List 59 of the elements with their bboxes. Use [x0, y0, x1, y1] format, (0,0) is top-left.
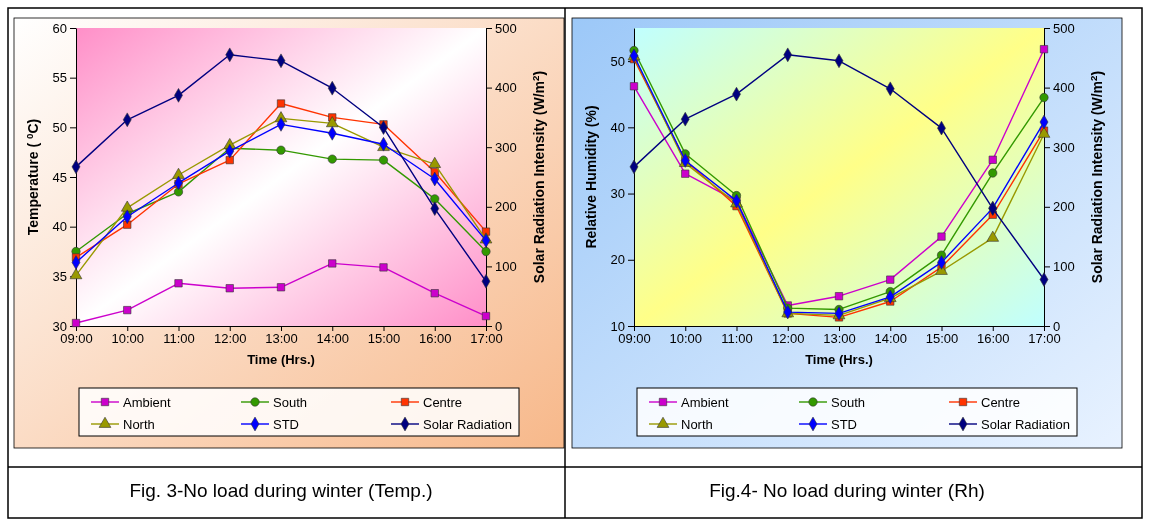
legend-label: STD — [273, 417, 299, 432]
x-tick-label: 14:00 — [874, 331, 908, 347]
x-tick-label: 15:00 — [367, 331, 401, 347]
legend-label: Ambient — [123, 395, 172, 410]
y2-tick-label: 200 — [495, 199, 517, 215]
x-tick-label: 14:00 — [316, 331, 350, 347]
x-tick-label: 15:00 — [925, 331, 959, 347]
y-tick-label: 40 — [610, 119, 625, 135]
legend-label: South — [831, 395, 865, 410]
y-tick-label: 50 — [610, 53, 625, 69]
caption: Fig.4- No load during winter (Rh) — [709, 480, 985, 501]
x-axis-title: Time (Hrs.) — [247, 352, 315, 367]
y2-tick-label: 200 — [1053, 199, 1075, 215]
y2-tick-label: 300 — [1053, 139, 1075, 155]
legend-label: North — [681, 417, 713, 432]
x-tick-label: 11:00 — [721, 331, 753, 347]
legend-label: North — [123, 417, 155, 432]
x-axis-title: Time (Hrs.) — [805, 352, 873, 367]
y-tick-label: 55 — [52, 70, 67, 86]
legend-label: STD — [831, 417, 857, 432]
y2-tick-label: 0 — [1053, 318, 1061, 334]
y2-tick-label: 300 — [495, 139, 517, 155]
legend-label: Ambient — [681, 395, 730, 410]
y2-tick-label: 0 — [495, 318, 503, 334]
y-tick-label: 35 — [52, 268, 67, 284]
y-tick-label: 20 — [610, 252, 625, 268]
y-tick-label: 45 — [52, 169, 67, 185]
y2-tick-label: 100 — [1053, 259, 1075, 275]
x-tick-label: 13:00 — [823, 331, 856, 347]
y-tick-label: 60 — [52, 20, 67, 36]
legend-label: Solar Radiation — [981, 417, 1070, 432]
x-tick-label: 10:00 — [111, 331, 145, 347]
legend-label: Centre — [423, 395, 463, 410]
caption: Fig. 3-No load during winter (Temp.) — [129, 480, 433, 501]
x-tick-label: 16:00 — [418, 331, 452, 347]
y2-tick-label: 100 — [495, 259, 517, 275]
x-tick-label: 13:00 — [265, 331, 298, 347]
y2-tick-label: 500 — [1053, 20, 1075, 36]
x-tick-label: 11:00 — [163, 331, 195, 347]
y2-tick-label: 400 — [495, 80, 517, 96]
y-tick-label: 40 — [52, 219, 67, 235]
x-tick-label: 12:00 — [213, 331, 247, 347]
legend-label: Solar Radiation — [423, 417, 512, 432]
y2-tick-label: 500 — [495, 20, 517, 36]
x-tick-label: 17:00 — [1028, 331, 1061, 347]
y2-tick-label: 400 — [1053, 80, 1075, 96]
x-tick-label: 17:00 — [470, 331, 503, 347]
y-tick-label: 30 — [610, 186, 625, 202]
y-tick-label: 10 — [610, 318, 625, 334]
y-tick-label: 30 — [52, 318, 67, 334]
y-tick-label: 50 — [52, 119, 67, 135]
legend-label: South — [273, 395, 307, 410]
x-tick-label: 16:00 — [976, 331, 1010, 347]
x-tick-label: 09:00 — [60, 331, 93, 347]
x-tick-label: 12:00 — [771, 331, 805, 347]
legend-label: Centre — [981, 395, 1021, 410]
y-axis-title: Relative Humidity (%) — [583, 105, 599, 249]
x-tick-label: 09:00 — [618, 331, 651, 347]
x-tick-label: 10:00 — [669, 331, 703, 347]
